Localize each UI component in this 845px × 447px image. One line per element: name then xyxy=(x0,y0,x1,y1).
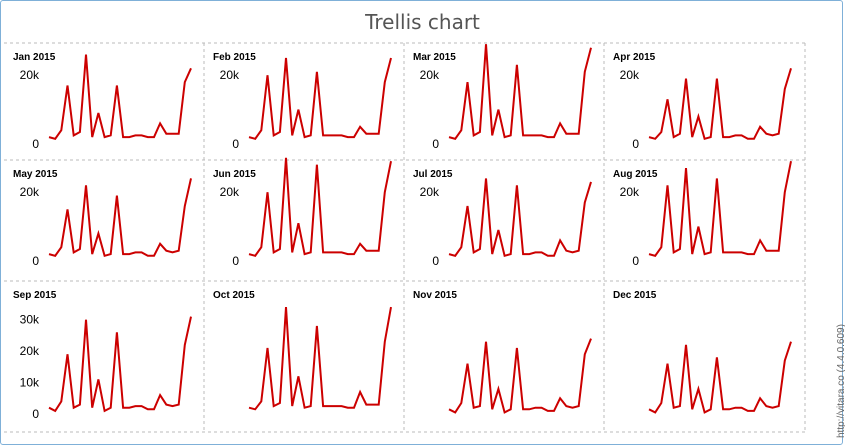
y-tick-label: 20k xyxy=(620,68,640,82)
panel-sep-2015: Sep 2015 0 10k 20k 30k xyxy=(13,290,192,421)
y-tick-label: 0 xyxy=(32,137,39,151)
y-tick-label: 10k xyxy=(20,376,40,390)
series-line xyxy=(48,178,192,258)
y-tick-label: 0 xyxy=(232,137,239,151)
series-line xyxy=(448,178,592,258)
panel-jun-2015: Jun 2015 0 20k xyxy=(213,157,392,268)
y-tick-label: 20k xyxy=(20,68,40,82)
panel-aug-2015: Aug 2015 0 20k xyxy=(613,161,792,268)
panel-nov-2015: Nov 2015 xyxy=(413,290,592,414)
y-tick-label: 20k xyxy=(220,185,240,199)
panel-apr-2015: Apr 2015 0 20k xyxy=(613,52,792,151)
y-tick-label: 0 xyxy=(632,254,639,268)
series-line xyxy=(648,341,792,414)
series-line xyxy=(648,68,792,141)
series-line xyxy=(248,57,392,140)
panel-title: Oct 2015 xyxy=(213,290,255,301)
y-tick-label: 0 xyxy=(632,137,639,151)
y-tick-label: 0 xyxy=(232,254,239,268)
panel-title: Mar 2015 xyxy=(413,52,456,63)
panel-title: Jun 2015 xyxy=(213,169,256,180)
panel-title: Jan 2015 xyxy=(13,52,56,63)
panel-mar-2015: Mar 2015 0 20k xyxy=(413,44,592,151)
panel-title: Feb 2015 xyxy=(213,52,256,63)
series-line xyxy=(648,161,792,257)
panel-title: Apr 2015 xyxy=(613,52,656,63)
series-line xyxy=(448,44,592,140)
panel-title: Jul 2015 xyxy=(413,169,453,180)
y-tick-label: 20k xyxy=(220,68,240,82)
y-tick-label: 20k xyxy=(20,185,40,199)
panel-feb-2015: Feb 2015 0 20k xyxy=(213,52,392,151)
panel-jul-2015: Jul 2015 0 20k xyxy=(413,169,592,268)
series-line xyxy=(48,54,192,140)
panel-title: Nov 2015 xyxy=(413,290,457,301)
series-line xyxy=(48,316,192,413)
y-tick-label: 30k xyxy=(20,313,40,327)
panel-may-2015: May 2015 0 20k xyxy=(13,169,192,268)
panel-oct-2015: Oct 2015 xyxy=(213,290,392,411)
y-tick-label: 0 xyxy=(32,407,39,421)
panel-jan-2015: Jan 2015 0 20k xyxy=(13,52,192,151)
chart-title: Trellis chart xyxy=(365,10,480,34)
series-line xyxy=(248,157,392,257)
credit-text: http://vitara.co (4.4.0.609) xyxy=(836,324,845,438)
panel-title: Aug 2015 xyxy=(613,169,658,180)
panel-title: Dec 2015 xyxy=(613,290,657,301)
panel-title: May 2015 xyxy=(13,169,58,180)
y-tick-label: 0 xyxy=(432,137,439,151)
y-tick-label: 20k xyxy=(420,185,440,199)
y-tick-label: 0 xyxy=(32,254,39,268)
series-line xyxy=(248,306,392,411)
y-tick-label: 0 xyxy=(432,254,439,268)
panel-dec-2015: Dec 2015 xyxy=(613,290,792,414)
y-tick-label: 20k xyxy=(620,185,640,199)
y-tick-label: 20k xyxy=(420,68,440,82)
series-line xyxy=(448,338,592,414)
panel-title: Sep 2015 xyxy=(13,290,57,301)
y-tick-label: 20k xyxy=(20,344,40,358)
